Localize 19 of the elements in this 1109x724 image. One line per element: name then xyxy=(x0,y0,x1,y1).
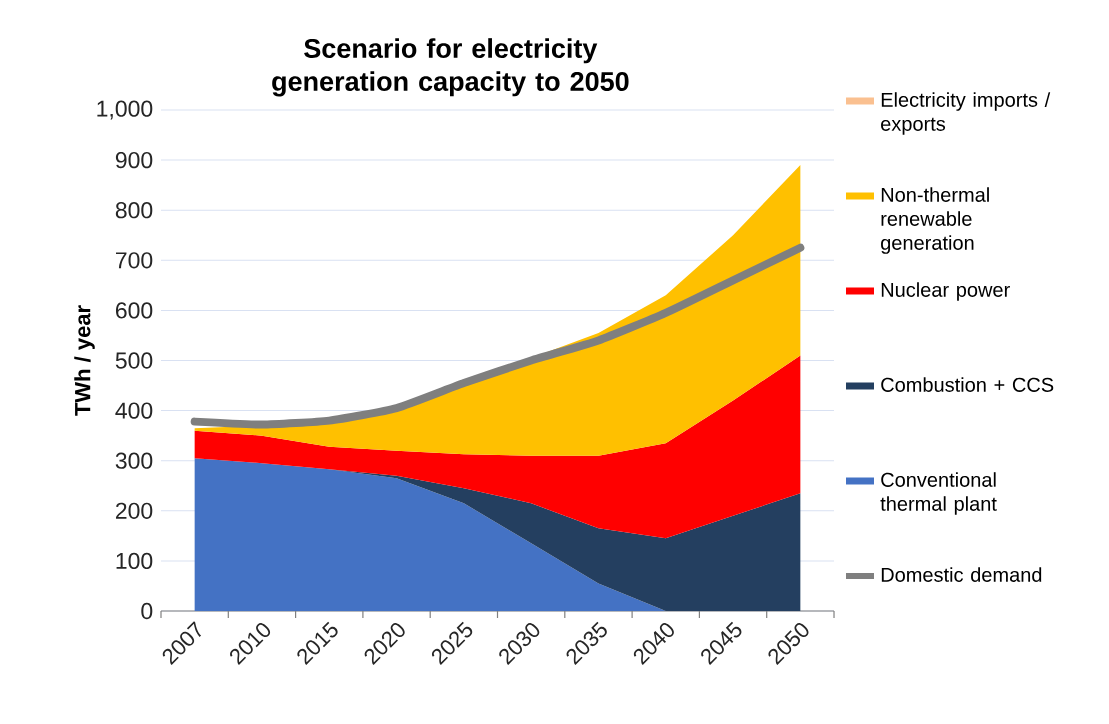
y-tick-label: 300 xyxy=(115,452,153,469)
y-tick-label: 0 xyxy=(141,602,153,620)
y-tick-label: 400 xyxy=(115,402,153,419)
y-tick-label: 500 xyxy=(115,352,153,369)
y-axis-title: TWh / year xyxy=(74,305,95,416)
chart-title: Scenario for electricity generation capacity to 2050 xyxy=(272,38,629,97)
y-tick-label: 800 xyxy=(115,202,153,219)
y-tick-label: 100 xyxy=(116,552,153,570)
y-tick-label: 900 xyxy=(115,151,153,169)
legend-label: Combustion + CCS xyxy=(881,377,1054,392)
legend-label: Electricity imports / exports xyxy=(881,92,1051,135)
y-tick-label: 600 xyxy=(115,302,153,319)
legend-label: Nuclear power xyxy=(881,282,1010,301)
legend-label: Conventional thermal plant xyxy=(880,472,997,515)
y-tick-label: 200 xyxy=(115,502,153,519)
y-tick-label: 1,000 xyxy=(97,100,153,120)
legend-label: Domestic demand xyxy=(881,567,1042,582)
legend-label: Non-thermal renewable generation xyxy=(881,187,989,254)
y-tick-label: 700 xyxy=(116,252,153,269)
